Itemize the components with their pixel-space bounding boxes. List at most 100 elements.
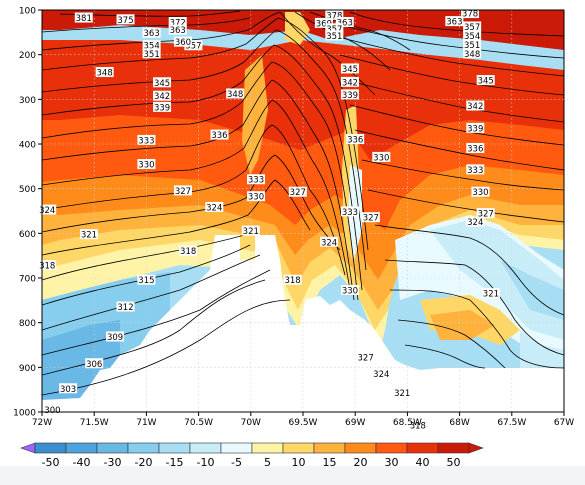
contour-label: 345: [476, 75, 495, 87]
contour-label: 378: [325, 9, 344, 21]
contour-label: 363: [142, 27, 161, 39]
contour-label: 378: [461, 8, 480, 20]
colorbar-swatch: [282, 442, 315, 454]
svg-text:336: 336: [211, 131, 227, 141]
contour-label: 318: [283, 274, 302, 286]
contour-label: 306: [85, 358, 104, 370]
svg-text:303: 303: [60, 385, 76, 395]
svg-text:324: 324: [467, 218, 483, 228]
contour-lines: [42, 10, 564, 396]
contour-label: 324: [372, 368, 391, 380]
contour-label: 345: [153, 77, 172, 89]
svg-text:357: 357: [326, 25, 342, 35]
svg-text:381: 381: [76, 14, 92, 24]
contour-label: 342: [153, 90, 172, 102]
colorbar-left-arrow: [20, 442, 36, 454]
svg-text:318: 318: [284, 276, 300, 286]
contour-label: 330: [340, 285, 359, 297]
colorbar-swatch: [220, 442, 253, 454]
contour-label: 315: [137, 274, 156, 286]
contour-label: 330: [471, 186, 490, 198]
contour-label: 327: [288, 186, 307, 198]
colorbar-swatch: [375, 442, 408, 454]
contour-label: 357: [325, 23, 344, 35]
svg-text:348: 348: [464, 50, 480, 60]
svg-text:351: 351: [464, 41, 480, 51]
contour-label: 345: [340, 63, 359, 75]
svg-text:312: 312: [117, 303, 133, 313]
svg-text:300: 300: [44, 406, 60, 416]
contour-label: 327: [173, 185, 192, 197]
svg-text:363: 363: [446, 18, 462, 28]
svg-text:330: 330: [248, 193, 264, 203]
colorbar-swatch: [189, 442, 222, 454]
svg-text:342: 342: [467, 102, 483, 112]
y-tick-label: 1000: [13, 409, 36, 419]
contour-label: 321: [481, 288, 500, 300]
contour-label: 369: [314, 17, 333, 29]
colorbar-swatch: [65, 442, 98, 454]
contour-label: 342: [466, 100, 485, 112]
colorbar-label: -30: [104, 456, 122, 469]
x-tick-label: 69.5W: [289, 418, 318, 428]
svg-text:375: 375: [117, 16, 133, 26]
contour-label: 348: [463, 48, 482, 60]
x-tick-label: 68W: [449, 418, 469, 428]
contour-label: 309: [106, 331, 125, 343]
colorbar-swatch: [406, 442, 439, 454]
svg-text:330: 330: [342, 287, 358, 297]
contour-label: 351: [325, 30, 344, 42]
svg-text:351: 351: [326, 32, 342, 42]
contour-label: 324: [320, 236, 339, 248]
x-tick-label: 67W: [554, 418, 574, 428]
colorbar-right-arrow: [468, 442, 484, 454]
svg-text:324: 324: [39, 206, 55, 216]
contour-label: 321: [393, 387, 412, 399]
colorbar-swatch: [158, 442, 191, 454]
svg-text:324: 324: [321, 238, 337, 248]
svg-text:324: 324: [373, 370, 389, 380]
svg-text:360: 360: [175, 38, 191, 48]
svg-text:333: 333: [138, 136, 154, 146]
svg-text:321: 321: [243, 227, 259, 237]
svg-text:327: 327: [358, 354, 374, 364]
colorbar-label: -10: [197, 456, 215, 469]
x-tick-label: 71.5W: [80, 418, 109, 428]
x-tick-label: 70.5W: [184, 418, 213, 428]
contour-label: 342: [340, 76, 359, 88]
contour-label: 303: [59, 383, 78, 395]
svg-text:342: 342: [342, 78, 358, 88]
svg-text:333: 333: [342, 208, 358, 218]
contour-label: 348: [226, 88, 245, 100]
contour-label: 372: [168, 17, 187, 29]
contour-label: 330: [247, 191, 266, 203]
contour-label: 333: [247, 174, 266, 186]
x-tick-label: 72W: [32, 418, 52, 428]
colorbar-swatch: [127, 442, 160, 454]
svg-text:309: 309: [107, 333, 123, 343]
contour-label: 363: [445, 16, 464, 28]
svg-text:339: 339: [342, 91, 358, 101]
colorbar-label: 40: [416, 456, 430, 469]
x-tick-label: 68.5W: [393, 418, 422, 428]
svg-text:327: 327: [175, 187, 191, 197]
contour-label: 336: [466, 142, 485, 154]
contour-label: 357: [463, 21, 482, 33]
svg-text:330: 330: [138, 161, 154, 171]
svg-text:372: 372: [170, 19, 186, 29]
svg-text:369: 369: [316, 19, 332, 29]
contour-label: 324: [38, 204, 57, 216]
svg-text:342: 342: [154, 92, 170, 102]
contour-label: 327: [361, 212, 380, 224]
contour-label: 321: [79, 229, 98, 241]
svg-text:336: 336: [467, 144, 483, 154]
y-tick-label: 800: [19, 319, 36, 329]
y-tick-label: 400: [19, 141, 36, 151]
contour-label: 324: [205, 201, 224, 213]
contour-label: 327: [356, 352, 375, 364]
svg-text:354: 354: [144, 42, 160, 52]
contour-label: 321: [241, 225, 260, 237]
colorbar-swatch: [251, 442, 284, 454]
svg-text:339: 339: [467, 124, 483, 134]
